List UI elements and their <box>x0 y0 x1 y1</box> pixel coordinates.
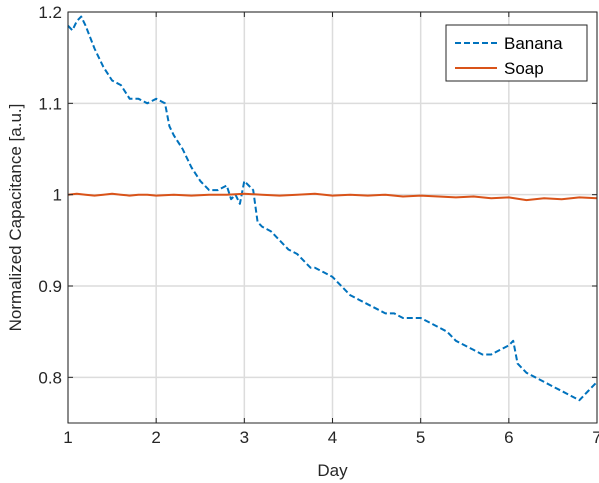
y-tick-label: 1.2 <box>38 3 62 22</box>
x-tick-label: 4 <box>328 428 337 447</box>
x-tick-label: 7 <box>592 428 599 447</box>
x-tick-label: 6 <box>504 428 513 447</box>
x-tick-label: 5 <box>416 428 425 447</box>
y-tick-label: 1 <box>53 186 62 205</box>
x-axis-label: Day <box>317 461 348 480</box>
y-tick-label: 0.8 <box>38 368 62 387</box>
y-tick-label: 0.9 <box>38 277 62 296</box>
x-tick-label: 2 <box>151 428 160 447</box>
legend: Banana Soap <box>446 25 587 81</box>
y-axis-label: Normalized Capacitance [a.u.] <box>6 104 25 332</box>
legend-label-soap: Soap <box>504 59 544 78</box>
legend-label-banana: Banana <box>504 34 563 53</box>
x-tick-label: 1 <box>63 428 72 447</box>
y-tick-label: 1.1 <box>38 94 62 113</box>
x-tick-label: 3 <box>240 428 249 447</box>
